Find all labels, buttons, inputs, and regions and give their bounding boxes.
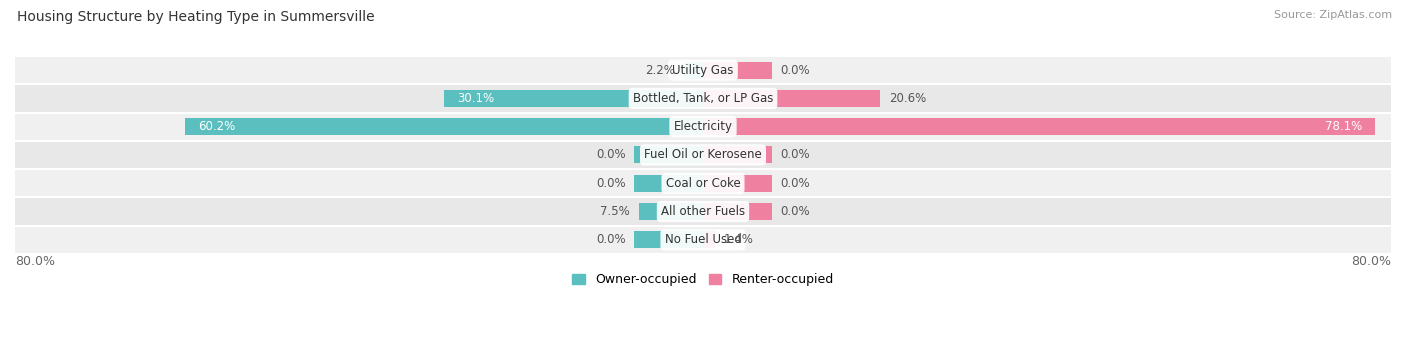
Bar [703,90,880,107]
Text: 80.0%: 80.0% [1351,255,1391,268]
Text: Fuel Oil or Kerosene: Fuel Oil or Kerosene [644,148,762,162]
Text: 2.2%: 2.2% [645,63,675,77]
Text: 0.0%: 0.0% [596,177,626,190]
Text: Housing Structure by Heating Type in Summersville: Housing Structure by Heating Type in Sum… [17,10,374,24]
Text: 0.0%: 0.0% [780,148,810,162]
Bar [703,232,716,248]
Bar [186,118,703,135]
Text: No Fuel Used: No Fuel Used [665,233,741,247]
FancyBboxPatch shape [15,113,1391,141]
Text: 80.0%: 80.0% [15,255,55,268]
Bar [703,118,1375,135]
Bar [685,62,703,78]
Bar [703,175,772,192]
Legend: Owner-occupied, Renter-occupied: Owner-occupied, Renter-occupied [568,268,838,291]
Text: Source: ZipAtlas.com: Source: ZipAtlas.com [1274,10,1392,20]
FancyBboxPatch shape [15,226,1391,254]
Bar [444,90,703,107]
FancyBboxPatch shape [15,56,1391,84]
Bar [638,203,703,220]
Text: 0.0%: 0.0% [596,233,626,247]
Text: 60.2%: 60.2% [198,120,235,133]
Text: All other Fuels: All other Fuels [661,205,745,218]
Text: 0.0%: 0.0% [780,63,810,77]
Bar [703,62,772,78]
Text: 20.6%: 20.6% [889,92,927,105]
Text: 78.1%: 78.1% [1324,120,1362,133]
Bar [703,203,772,220]
Bar [634,232,703,248]
Text: Utility Gas: Utility Gas [672,63,734,77]
Text: 1.4%: 1.4% [724,233,754,247]
Bar [634,175,703,192]
Text: 0.0%: 0.0% [780,177,810,190]
Text: Bottled, Tank, or LP Gas: Bottled, Tank, or LP Gas [633,92,773,105]
FancyBboxPatch shape [15,141,1391,169]
Text: Coal or Coke: Coal or Coke [665,177,741,190]
Text: 30.1%: 30.1% [457,92,494,105]
Bar [634,147,703,163]
Text: 0.0%: 0.0% [596,148,626,162]
FancyBboxPatch shape [15,84,1391,113]
Text: 0.0%: 0.0% [780,205,810,218]
Text: 7.5%: 7.5% [600,205,630,218]
Bar [703,147,772,163]
Text: Electricity: Electricity [673,120,733,133]
FancyBboxPatch shape [15,197,1391,226]
FancyBboxPatch shape [15,169,1391,197]
